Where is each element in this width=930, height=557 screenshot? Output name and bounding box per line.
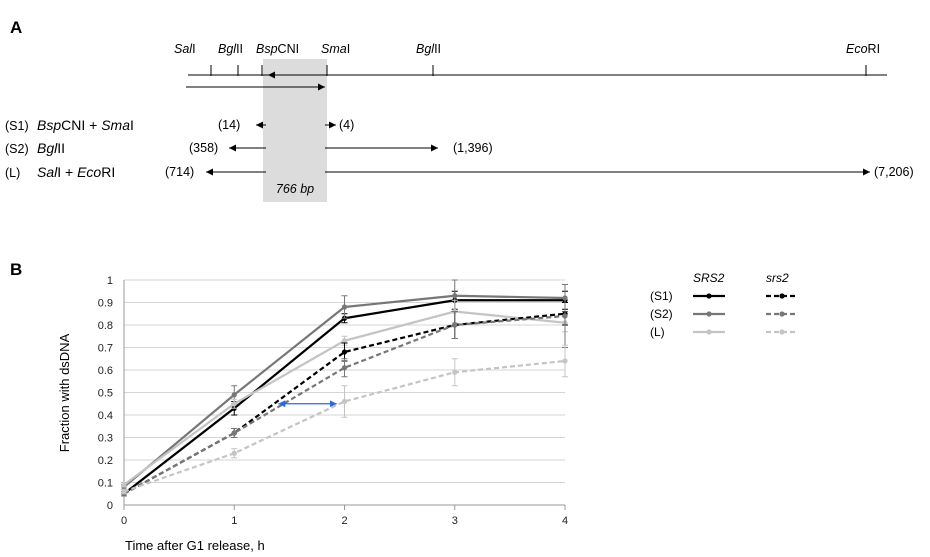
site-label-bsp: BspCNI — [256, 42, 299, 56]
fragment-enzymes: BglII — [37, 140, 65, 156]
y-tick-label: 0.6 — [98, 365, 113, 377]
y-tick-label: 0.2 — [98, 455, 113, 467]
fragment-right-size: (7,206) — [874, 165, 914, 179]
fragment-enzymes: SalI + EcoRI — [37, 164, 115, 180]
y-axis-label: Fraction with dsDNA — [57, 333, 72, 452]
y-tick-label: 0.5 — [98, 388, 113, 400]
series-line — [123, 314, 566, 495]
data-point — [562, 358, 568, 364]
panel-a-label: A — [10, 18, 22, 37]
panel-b: B 0 0.1 0.2 0.3 0.4 0.5 0.6 0.7 0.8 0.9 1 0 1 2 3 4 Tim… — [10, 260, 798, 553]
fragment-row-l: (L) SalI + EcoRI (714) (7,206) — [5, 164, 914, 180]
legend-swatch-marker — [706, 293, 712, 299]
fragment-left-size: (14) — [218, 118, 240, 132]
fragment-row-s2: (S2) BglII (358) (1,396) — [5, 140, 493, 156]
x-tick-label: 2 — [341, 515, 347, 527]
legend-column-srs2-mutant: srs2 — [766, 271, 789, 285]
fragment-left-size: (714) — [165, 165, 194, 179]
legend-row-s1: (S1) — [650, 289, 673, 303]
x-axis-label: Time after G1 release, h — [125, 538, 265, 553]
data-point — [231, 392, 237, 398]
data-point — [231, 401, 237, 407]
x-tick-label: 1 — [231, 515, 237, 527]
data-point — [341, 365, 348, 371]
y-tick-label: 0.9 — [98, 298, 113, 310]
fragment-left-size: (358) — [189, 141, 218, 155]
chart-legend: SRS2 srs2 (S1) (S2) (L) — [650, 271, 798, 339]
data-point — [341, 349, 348, 355]
data-point — [452, 322, 458, 328]
legend-row-s2: (S2) — [650, 307, 673, 321]
y-tick-label: 0.4 — [98, 410, 113, 422]
data-point — [121, 482, 127, 488]
y-tick-label: 0.7 — [98, 343, 113, 355]
panel-b-label: B — [10, 260, 22, 279]
data-point — [341, 304, 348, 310]
panel-a: A 766 bp SalI BglII BspCNI SmaI BglII Ec… — [5, 18, 914, 202]
x-tick-label: 4 — [562, 515, 568, 527]
fragment-row-s1: (S1) BspCNI + SmaI (14) (4) — [5, 117, 354, 133]
legend-swatch-marker — [706, 329, 712, 335]
legend-swatches — [693, 293, 798, 335]
y-tick-label: 1 — [107, 275, 113, 287]
fragment-enzymes: BspCNI + SmaI — [37, 117, 134, 133]
site-label-bgl-1: BglII — [218, 42, 243, 56]
legend-swatch-marker — [779, 293, 785, 299]
legend-row-l: (L) — [650, 325, 665, 339]
y-tick-label: 0.1 — [98, 478, 113, 490]
series-line — [123, 359, 566, 493]
chart-series — [121, 279, 568, 497]
site-label-sal: SalI — [174, 42, 196, 56]
x-tick-label: 0 — [121, 515, 127, 527]
legend-swatch-marker — [779, 329, 785, 335]
y-tick-label: 0 — [107, 500, 113, 512]
fragment-key: (S1) — [5, 119, 29, 133]
fragment-right-size: (4) — [339, 118, 354, 132]
site-label-sma: SmaI — [321, 42, 350, 56]
data-point — [121, 488, 127, 495]
legend-swatch-marker — [779, 311, 785, 317]
fragment-right-size: (1,396) — [453, 141, 493, 155]
data-point — [452, 293, 458, 299]
region-766bp — [263, 59, 327, 202]
fragment-key: (L) — [5, 166, 20, 180]
site-label-eco: EcoRI — [846, 42, 880, 56]
data-point — [341, 338, 348, 344]
data-point — [452, 369, 458, 375]
legend-column-srs2-wt: SRS2 — [693, 271, 725, 285]
region-label: 766 bp — [276, 182, 314, 196]
x-tick-label: 3 — [452, 515, 458, 527]
y-tick-label: 0.8 — [98, 320, 113, 332]
data-point — [341, 398, 348, 405]
data-point — [562, 313, 568, 319]
fragment-key: (S2) — [5, 142, 29, 156]
data-point — [231, 450, 237, 456]
y-tick-label: 0.3 — [98, 433, 113, 445]
legend-swatch-marker — [706, 311, 712, 317]
chart-axes: 0 0.1 0.2 0.3 0.4 0.5 0.6 0.7 0.8 0.9 1 0 1 2 3 4 — [98, 275, 568, 527]
site-label-bgl-2: BglII — [416, 42, 441, 56]
data-point — [231, 430, 237, 436]
series-l-srs2 — [121, 344, 568, 495]
